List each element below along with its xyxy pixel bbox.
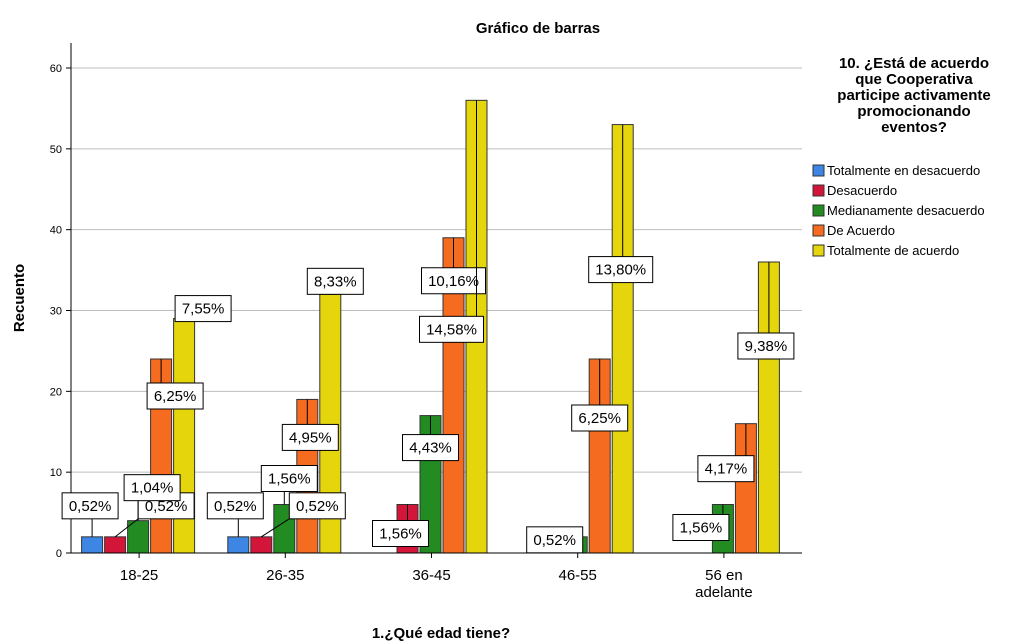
y-tick-label: 20 (50, 386, 62, 398)
data-label: 0,52% (69, 498, 112, 515)
x-tick-label: 36-45 (412, 567, 450, 584)
y-axis: 0 10 20 30 40 50 60 (50, 43, 72, 560)
legend-title: que Cooperativa (855, 71, 973, 88)
data-label-box (260, 465, 318, 492)
data-label: 4,43% (409, 440, 452, 457)
legend-title: promocionando (857, 103, 970, 120)
data-label: 13,80% (595, 262, 646, 279)
y-tick-label: 10 (50, 467, 62, 479)
data-label: 7,55% (182, 301, 225, 318)
data-label-box (526, 526, 584, 554)
data-label: 4,95% (289, 429, 332, 446)
data-label: 1,56% (379, 526, 422, 543)
legend-item-label: De Acuerdo (827, 223, 895, 238)
label-leader-line (261, 518, 290, 538)
legend-swatch (812, 204, 825, 217)
legend-title: participe activamente (837, 87, 990, 104)
y-axis-title: Recuento (11, 264, 28, 332)
data-label-box (402, 434, 459, 462)
legend-swatch (812, 184, 825, 197)
legend-item-label: Medianamente desacuerdo (827, 203, 985, 218)
data-label-box (372, 520, 429, 547)
data-label: 0,52% (533, 532, 576, 549)
data-label: 14,58% (426, 321, 477, 338)
data-label-box (61, 492, 119, 520)
data-label-box (737, 332, 795, 360)
y-tick-label: 0 (56, 548, 62, 560)
legend-swatch (812, 224, 825, 237)
data-label: 4,17% (705, 461, 748, 478)
y-tick-label: 60 (50, 63, 62, 75)
y-tick-label: 30 (50, 306, 62, 318)
data-label-box (672, 514, 730, 541)
x-tick-label: adelante (695, 584, 753, 601)
data-label-box (306, 267, 364, 295)
legend-item-label: Desacuerdo (827, 183, 897, 198)
bar (81, 536, 104, 554)
data-label-box (419, 315, 484, 343)
y-tick-label: 40 (50, 225, 62, 237)
bar (127, 520, 150, 554)
legend-swatch (812, 164, 825, 177)
legend-item-label: Totalmente de acuerdo (827, 243, 959, 258)
data-label: 1,04% (131, 480, 174, 497)
y-tick-label: 50 (50, 144, 62, 156)
data-label: 6,25% (154, 388, 197, 405)
data-label: 1,56% (680, 520, 723, 537)
x-tick-label: 26-35 (266, 567, 304, 584)
data-labels: 0,52% 0,52%1,04%6,25%7,55%0,52% 0,52%1,56%… (61, 100, 795, 554)
chart-title: Gráfico de barras (476, 20, 600, 37)
data-label: 0,52% (145, 498, 188, 515)
bar (104, 536, 127, 554)
x-tick-label: 18-25 (120, 567, 158, 584)
data-label-box (281, 423, 339, 451)
data-label-box (123, 474, 181, 502)
label-leader-line (114, 518, 139, 538)
data-label-box (174, 295, 232, 323)
data-label-box (146, 382, 204, 410)
x-axis-title: 1.¿Qué edad tiene? (372, 625, 510, 642)
legend-title: 10. ¿Está de acuerdo (839, 55, 989, 72)
data-label: 0,52% (214, 498, 257, 515)
data-label: 0,52% (296, 498, 339, 515)
legend-item-label: Totalmente en desacuerdo (827, 163, 980, 178)
data-label: 6,25% (578, 410, 621, 427)
bar (227, 536, 250, 554)
data-label-box (571, 404, 629, 432)
data-label-box (588, 256, 654, 284)
x-tick-label: 56 en (705, 567, 743, 584)
legend-swatch (812, 244, 825, 257)
data-label: 9,38% (745, 338, 788, 355)
data-label: 8,33% (314, 273, 357, 290)
data-label-box (697, 455, 755, 483)
data-label-box (288, 492, 346, 520)
data-label-box (421, 267, 486, 295)
data-label: 10,16% (428, 273, 479, 290)
bar (250, 536, 273, 554)
x-tick-label: 46-55 (559, 567, 597, 584)
data-label-box (206, 492, 264, 520)
legend-title: eventos? (881, 119, 947, 136)
data-label: 1,56% (268, 471, 311, 488)
